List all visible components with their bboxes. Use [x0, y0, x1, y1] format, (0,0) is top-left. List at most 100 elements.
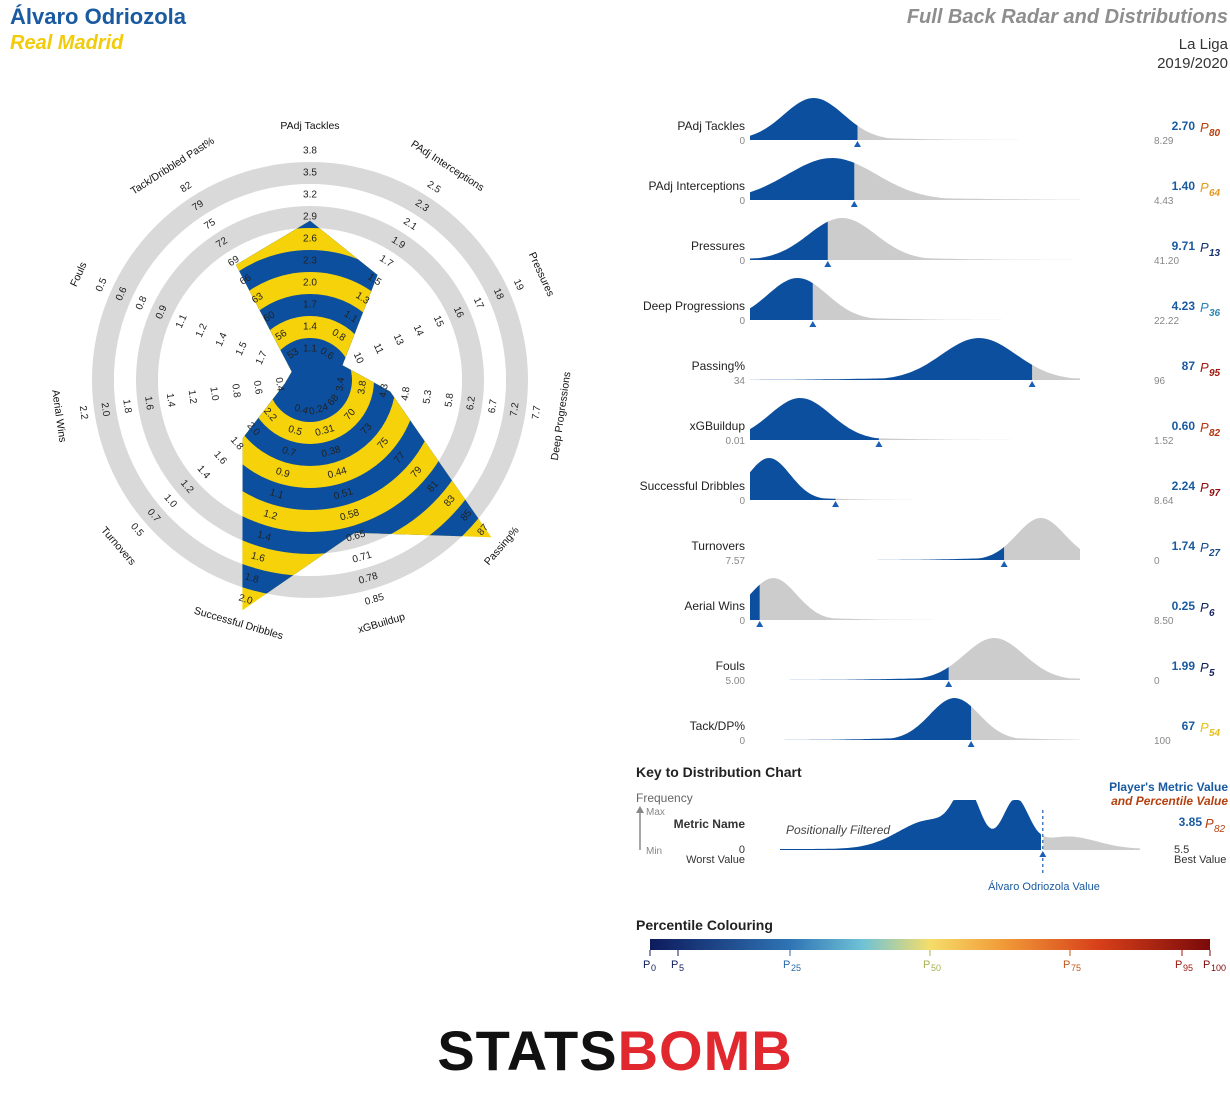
distribution-area-worse	[812, 283, 1080, 320]
percentile-p: P	[1200, 540, 1209, 555]
radar-tick-label: 0.5	[287, 424, 304, 439]
distribution-area-better	[750, 158, 855, 200]
radar-tick-label: 13	[391, 332, 406, 347]
radar-tick-label: 4.8	[400, 386, 413, 402]
distribution-best-value: 41.20	[1154, 256, 1179, 267]
percentile-value: 64	[1209, 188, 1221, 199]
player-metric-value: 1.74	[1172, 539, 1196, 553]
distribution-worst-value: 0	[739, 736, 745, 747]
radar-tick-label: 0.38	[320, 444, 342, 460]
radar-tick-label: 0.51	[333, 486, 355, 502]
radar-tick-label: 1.6	[142, 396, 155, 412]
key-best-label: Best Value	[1174, 854, 1226, 866]
player-value-marker	[809, 321, 817, 327]
distribution-area-better	[750, 546, 1005, 560]
radar-tick-label: 18	[491, 287, 506, 302]
percentile-p: P	[1200, 660, 1209, 675]
distribution-area-better	[750, 698, 972, 740]
player-value-marker	[967, 741, 975, 747]
percentile-tick-label: 50	[931, 963, 941, 973]
distribution-worst-value: 0	[739, 136, 745, 147]
percentile-gradient-bar	[650, 939, 1210, 950]
distribution-best-value: 4.43	[1154, 196, 1174, 207]
distribution-row: PAdj Tackles 0 8.29 2.70 P 80	[677, 98, 1221, 147]
player-value-marker	[875, 441, 883, 447]
percentile-value: 82	[1209, 428, 1221, 439]
percentile-tick-p: P	[923, 959, 930, 971]
distribution-area-worse	[948, 638, 1080, 680]
radar-tick-label: 5.8	[443, 392, 456, 408]
percentile-value: 13	[1209, 248, 1221, 259]
radar-tick-label: 19	[511, 278, 526, 293]
distribution-row: Deep Progressions 0 22.22 4.23 P 36	[643, 278, 1221, 327]
distribution-best-value: 100	[1154, 736, 1171, 747]
radar-tick-label: 3.4	[334, 376, 347, 392]
radar-tick-label: 5.3	[422, 389, 435, 405]
player-name: Álvaro Odriozola	[10, 4, 187, 29]
percentile-colouring-title: Percentile Colouring	[636, 917, 773, 933]
distribution-best-value: 22.22	[1154, 316, 1179, 327]
percentile-tick-label: 5	[679, 963, 684, 973]
key-filtered-label: Positionally Filtered	[786, 823, 890, 837]
radar-tick-label: 6.2	[465, 395, 478, 411]
radar-axis-label: PAdj Tackles	[280, 120, 339, 132]
player-value-marker	[945, 681, 953, 687]
radar-tick-label: 2.0	[99, 402, 112, 418]
radar-tick-label: 0.58	[339, 507, 361, 523]
key-frequency-label: Frequency	[636, 791, 693, 805]
radar-axis-label: Deep Progressions	[549, 371, 574, 461]
league-name: La Liga	[1178, 36, 1228, 53]
distribution-row: Aerial Wins 0 8.50 0.25 P 6	[684, 578, 1215, 627]
radar-tick-label: 1.4	[214, 331, 230, 349]
radar-tick-label: 0.4	[273, 377, 286, 393]
distribution-area-better	[750, 458, 836, 500]
radar-tick-label: 0.65	[345, 528, 367, 544]
radar-tick-label: 2.9	[303, 212, 317, 223]
distribution-metric-name: xGBuildup	[690, 419, 746, 433]
radar-tick-label: 0.9	[274, 466, 291, 481]
radar-tick-label: 1.2	[186, 389, 199, 405]
distribution-best-value: 0	[1154, 676, 1160, 687]
svg-text:P: P	[1205, 816, 1214, 831]
distribution-row: Tack/DP% 0 100 67 P 54	[690, 698, 1221, 747]
distribution-area-better	[750, 667, 949, 680]
percentile-p: P	[1200, 180, 1209, 195]
radar-tick-label: 1.4	[164, 392, 177, 408]
radar-tick-label: 2.0	[237, 593, 254, 608]
radar-tick-label: 0.7	[281, 445, 298, 460]
player-metric-value: 87	[1182, 359, 1196, 373]
radar-tick-label: 3.5	[303, 168, 317, 179]
percentile-p: P	[1200, 720, 1209, 735]
radar-tick-label: 1.1	[303, 344, 317, 355]
radar-tick-label: 1.6	[250, 550, 267, 565]
percentile-p: P	[1200, 600, 1209, 615]
distribution-area-better	[750, 98, 858, 140]
radar-tick-label: 1.8	[243, 571, 260, 586]
page-title: Full Back Radar and Distributions	[906, 6, 1228, 28]
radar-tick-label: 1.4	[303, 322, 317, 333]
radar-tick-label: 3.8	[356, 379, 369, 395]
player-value-marker	[850, 201, 858, 207]
player-metric-value: 2.70	[1172, 119, 1196, 133]
distribution-worst-value: 0	[739, 616, 745, 627]
distribution-row: Pressures 0 41.20 9.71 P 13	[691, 218, 1221, 267]
percentile-value: 5	[1209, 668, 1215, 679]
distribution-area-worse	[971, 706, 1080, 740]
distribution-best-value: 96	[1154, 376, 1166, 387]
player-value-marker	[853, 141, 861, 147]
radar-tick-label: 1.1	[174, 312, 190, 330]
radar-tick-label: 10	[351, 351, 366, 366]
key-example-value: 3.85	[1179, 815, 1203, 829]
distribution-area-worse	[827, 218, 1080, 260]
radar-tick-label: 0.6	[114, 285, 130, 303]
distribution-area-worse	[1032, 364, 1080, 380]
percentile-tick-label: 25	[791, 963, 801, 973]
player-metric-value: 0.60	[1172, 419, 1196, 433]
player-metric-value: 0.25	[1172, 599, 1196, 613]
percentile-tick-label: 100	[1211, 963, 1226, 973]
percentile-value: 27	[1208, 548, 1221, 559]
player-value-marker	[1000, 561, 1008, 567]
distribution-metric-name: Tack/DP%	[690, 719, 746, 733]
distribution-worst-value: 0	[739, 316, 745, 327]
distribution-worst-value: 34	[734, 376, 746, 387]
